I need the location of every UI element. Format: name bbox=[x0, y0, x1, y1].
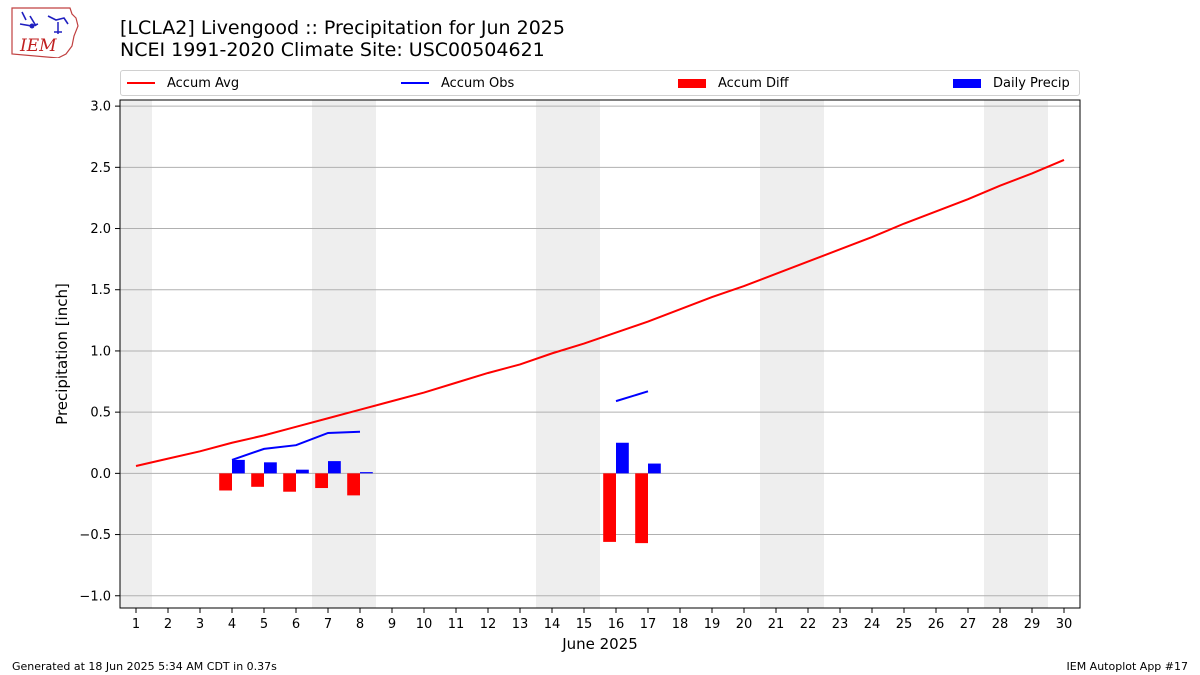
daily-precip-bar-7 bbox=[328, 461, 341, 474]
accum-diff-bar-7 bbox=[315, 473, 328, 489]
legend-label-accum-avg: Accum Avg bbox=[167, 75, 240, 91]
generated-timestamp: Generated at 18 Jun 2025 5:34 AM CDT in … bbox=[12, 660, 277, 673]
chart-title: [LCLA2] Livengood :: Precipitation for J… bbox=[120, 17, 565, 61]
accum-diff-bar-5 bbox=[251, 473, 264, 487]
x-axis-label: June 2025 bbox=[561, 635, 638, 653]
y-tick-label-3: 0.5 bbox=[90, 406, 111, 421]
iem-logo: IEM bbox=[8, 6, 80, 59]
daily-precip-bar-5 bbox=[264, 462, 277, 474]
weekend-band-0 bbox=[120, 100, 152, 608]
x-tick-label-5: 6 bbox=[292, 617, 300, 632]
legend-item-accum-diff: Accum Diff bbox=[678, 71, 789, 95]
app-label: IEM Autoplot App #17 bbox=[1066, 660, 1189, 673]
x-tick-label-12: 13 bbox=[512, 617, 529, 632]
y-axis-ticks: −1.0 −0.5 0.0 0.5 1.0 1.5 2.0 2.5 3.0 bbox=[79, 100, 120, 604]
x-tick-label-22: 23 bbox=[832, 617, 849, 632]
accum-diff-bar-16 bbox=[603, 473, 616, 542]
legend-swatch-daily-precip bbox=[953, 78, 981, 88]
x-tick-label-0: 1 bbox=[132, 617, 140, 632]
daily-precip-bar-4 bbox=[232, 459, 245, 474]
accum-diff-bar-17 bbox=[635, 473, 648, 544]
grid-lines bbox=[120, 105, 1080, 597]
legend-swatch-accum-obs bbox=[401, 82, 429, 84]
accum-diff-bar-4 bbox=[219, 473, 232, 491]
x-tick-label-1: 2 bbox=[164, 617, 172, 632]
y-tick-label-7: 2.5 bbox=[90, 161, 111, 176]
x-tick-label-18: 19 bbox=[704, 617, 721, 632]
weekend-band-1 bbox=[312, 100, 376, 608]
lines bbox=[135, 159, 1065, 467]
x-tick-label-24: 25 bbox=[896, 617, 913, 632]
legend-label-daily-precip: Daily Precip bbox=[993, 75, 1070, 91]
y-tick-label-8: 3.0 bbox=[90, 100, 111, 115]
logo-text: IEM bbox=[19, 36, 57, 56]
accum-diff-bar-8 bbox=[347, 473, 360, 496]
bars bbox=[219, 442, 661, 544]
accum-avg-line-0 bbox=[135, 159, 1065, 467]
x-tick-label-9: 10 bbox=[416, 617, 433, 632]
accum-diff-bar-6 bbox=[283, 473, 296, 492]
x-tick-label-17: 18 bbox=[672, 617, 689, 632]
daily-precip-bar-16 bbox=[616, 442, 629, 474]
daily-precip-bar-17 bbox=[648, 463, 661, 474]
legend-swatch-accum-avg bbox=[127, 82, 155, 84]
x-tick-label-19: 20 bbox=[736, 617, 753, 632]
y-tick-label-1: −0.5 bbox=[79, 528, 111, 543]
legend-label-accum-obs: Accum Obs bbox=[441, 75, 515, 91]
x-tick-label-15: 16 bbox=[608, 617, 625, 632]
accum-obs-line-0 bbox=[231, 430, 361, 461]
plot-frame bbox=[119, 99, 1081, 609]
y-tick-label-4: 1.0 bbox=[90, 344, 111, 359]
x-tick-label-29: 30 bbox=[1056, 617, 1073, 632]
x-tick-label-26: 27 bbox=[960, 617, 977, 632]
accum-obs-line-1 bbox=[615, 390, 649, 403]
x-tick-label-6: 7 bbox=[324, 617, 332, 632]
x-tick-label-28: 29 bbox=[1024, 617, 1041, 632]
x-tick-label-13: 14 bbox=[544, 617, 561, 632]
y-tick-label-0: −1.0 bbox=[79, 589, 111, 604]
x-tick-label-16: 17 bbox=[640, 617, 657, 632]
x-tick-label-7: 8 bbox=[356, 617, 364, 632]
x-tick-label-27: 28 bbox=[992, 617, 1009, 632]
title-line-1: [LCLA2] Livengood :: Precipitation for J… bbox=[120, 17, 565, 39]
x-tick-label-8: 9 bbox=[388, 617, 396, 632]
x-tick-label-14: 15 bbox=[576, 617, 593, 632]
x-tick-label-4: 5 bbox=[260, 617, 268, 632]
daily-precip-bar-8 bbox=[360, 472, 373, 474]
x-tick-label-21: 22 bbox=[800, 617, 817, 632]
legend: Accum Avg Accum Obs Accum Diff Daily Pre… bbox=[120, 70, 1080, 96]
x-tick-label-25: 26 bbox=[928, 617, 945, 632]
legend-item-daily-precip: Daily Precip bbox=[953, 71, 1070, 95]
weekend-band-3 bbox=[760, 100, 824, 608]
x-tick-label-11: 12 bbox=[480, 617, 497, 632]
x-tick-label-23: 24 bbox=[864, 617, 881, 632]
daily-precip-bar-6 bbox=[296, 469, 309, 474]
legend-swatch-accum-diff bbox=[678, 78, 706, 88]
x-axis-ticks: 1 2 3 4 5 6 7 8 9 10 11 12 13 14 15 16 17 18 19 20 21 22 23 24 2… bbox=[132, 608, 1072, 632]
x-tick-label-10: 11 bbox=[448, 617, 465, 632]
x-tick-label-2: 3 bbox=[196, 617, 204, 632]
y-tick-label-6: 2.0 bbox=[90, 222, 111, 237]
x-tick-label-3: 4 bbox=[228, 617, 236, 632]
y-tick-label-5: 1.5 bbox=[90, 283, 111, 298]
weekend-band-4 bbox=[984, 100, 1048, 608]
legend-item-accum-obs: Accum Obs bbox=[401, 71, 514, 95]
y-axis-label: Precipitation [inch] bbox=[53, 283, 71, 425]
legend-label-accum-diff: Accum Diff bbox=[718, 75, 789, 91]
x-tick-label-20: 21 bbox=[768, 617, 785, 632]
y-tick-label-2: 0.0 bbox=[90, 467, 111, 482]
weekend-shading bbox=[120, 100, 1048, 608]
legend-item-accum-avg: Accum Avg bbox=[127, 71, 239, 95]
title-line-2: NCEI 1991-2020 Climate Site: USC00504621 bbox=[120, 39, 545, 61]
weekend-band-2 bbox=[536, 100, 600, 608]
